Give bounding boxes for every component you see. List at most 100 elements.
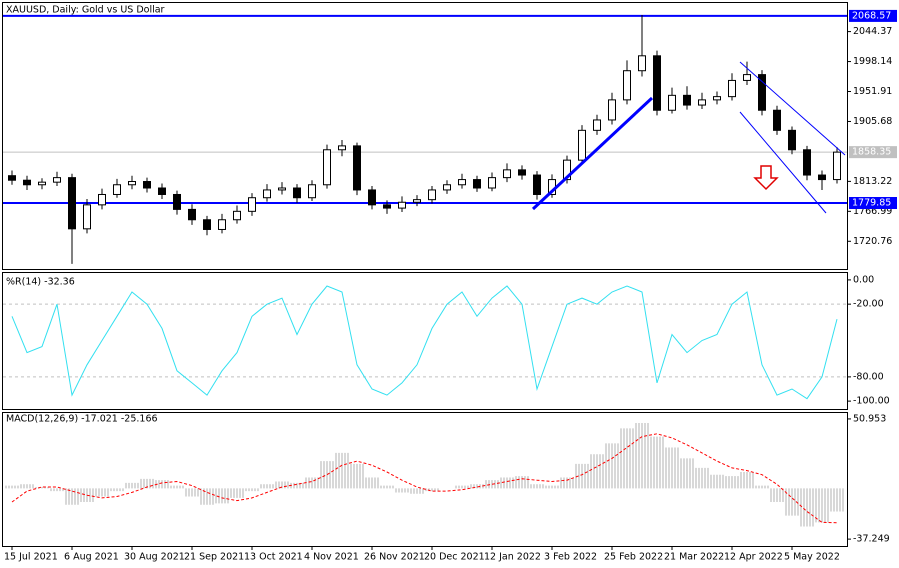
candle-body bbox=[413, 199, 421, 203]
x-tick-label: 21 Sep 2021 bbox=[184, 552, 244, 563]
candle-body bbox=[698, 99, 706, 106]
drawings bbox=[531, 61, 846, 214]
candle-body bbox=[578, 129, 586, 161]
x-tick-label: 4 Nov 2021 bbox=[304, 552, 359, 563]
channel-line bbox=[739, 111, 827, 214]
price-label: 2068.57 bbox=[852, 10, 891, 21]
chart-title: XAUUSD, Daily: Gold vs US Dollar bbox=[6, 5, 165, 16]
x-tick-label: 5 May 2022 bbox=[784, 552, 840, 563]
wr-title: %R(14) -32.36 bbox=[6, 277, 75, 288]
y-tick-label: 0.00 bbox=[853, 274, 874, 285]
candle-body bbox=[293, 187, 301, 199]
signal-line bbox=[11, 433, 838, 524]
x-tick-label: 30 Aug 2021 bbox=[124, 552, 185, 563]
candle-body bbox=[173, 193, 181, 210]
candle-body bbox=[8, 175, 16, 181]
x-tick-label: 3 Feb 2022 bbox=[544, 552, 597, 563]
candle-body bbox=[353, 145, 361, 191]
candle-body bbox=[773, 109, 781, 131]
candle-body bbox=[398, 201, 406, 209]
candle-body bbox=[323, 149, 331, 186]
y-tick-label: -20.00 bbox=[853, 299, 884, 310]
x-tick-label: 21 Mar 2022 bbox=[664, 552, 724, 563]
candle-body bbox=[203, 219, 211, 230]
candle-body bbox=[518, 169, 526, 176]
candle-body bbox=[653, 55, 661, 111]
candle-body bbox=[23, 179, 31, 186]
candle-body bbox=[563, 159, 571, 181]
candle-body bbox=[473, 179, 481, 189]
x-tick-label: 12 Jan 2022 bbox=[484, 552, 541, 563]
candle-body bbox=[713, 96, 721, 101]
macd-title: MACD(12,26,9) -17.021 -25.166 bbox=[6, 414, 158, 425]
candle-body bbox=[428, 189, 436, 201]
y-tick-label: 1905.68 bbox=[853, 116, 892, 127]
candle-body bbox=[593, 119, 601, 131]
candle-body bbox=[788, 129, 796, 151]
trend-line bbox=[531, 96, 654, 211]
candle-body bbox=[113, 184, 121, 195]
macd-panel bbox=[2, 412, 848, 547]
y-tick-label: 50.953 bbox=[853, 413, 886, 424]
wr-line bbox=[11, 285, 838, 400]
price-label: 1779.85 bbox=[852, 198, 891, 209]
price-label-box bbox=[849, 9, 897, 22]
candle-body bbox=[308, 184, 316, 199]
candle-body bbox=[818, 174, 826, 181]
y-tick-label: -37.249 bbox=[853, 534, 890, 545]
candle-body bbox=[443, 184, 451, 191]
candle-body bbox=[278, 187, 286, 191]
frames bbox=[2, 2, 848, 547]
y-tick-label: 1998.14 bbox=[853, 56, 892, 67]
x-tick-label: 15 Jul 2021 bbox=[4, 552, 58, 563]
candle-body bbox=[248, 197, 256, 212]
candle-body bbox=[488, 177, 496, 189]
candle-body bbox=[833, 151, 841, 181]
y-tick-label: 1766.99 bbox=[853, 206, 892, 217]
candle-body bbox=[728, 79, 736, 98]
y-tick-label: -80.00 bbox=[853, 371, 884, 382]
price-label-box bbox=[849, 146, 897, 159]
price-label-box bbox=[849, 197, 897, 210]
candle-body bbox=[143, 181, 151, 189]
candle-body bbox=[623, 70, 631, 101]
wr-panel bbox=[2, 272, 848, 410]
y-tick-label: 2044.37 bbox=[853, 26, 892, 37]
candle-body bbox=[218, 219, 226, 230]
candle-body bbox=[533, 174, 541, 195]
y-tick-label: 1951.91 bbox=[853, 86, 892, 97]
candle-body bbox=[668, 94, 676, 111]
plot: 2044.37 1998.14 1951.91 1905.68 1813.22 1766.… bbox=[3, 9, 897, 563]
candle-body bbox=[263, 189, 271, 199]
candle-body bbox=[638, 55, 646, 72]
candle-body bbox=[338, 145, 346, 151]
candle-body bbox=[128, 181, 136, 186]
candle-body bbox=[53, 177, 61, 183]
candle-body bbox=[158, 187, 166, 195]
x-tick-label: 26 Nov 2021 bbox=[364, 552, 425, 563]
candle-body bbox=[98, 193, 106, 206]
x-tick-label: 20 Dec 2021 bbox=[424, 552, 485, 563]
candle-body bbox=[608, 99, 616, 121]
y-tick-label: 1720.76 bbox=[853, 236, 892, 247]
candle-body bbox=[758, 74, 766, 111]
x-tick-label: 12 Apr 2022 bbox=[724, 552, 783, 563]
candle-body bbox=[368, 189, 376, 206]
candle-body bbox=[458, 179, 466, 186]
candle-body bbox=[743, 74, 751, 81]
channel-line bbox=[739, 61, 846, 156]
x-tick-label: 6 Aug 2021 bbox=[64, 552, 119, 563]
price-label: 1858.35 bbox=[852, 147, 891, 158]
x-tick-label: 13 Oct 2021 bbox=[244, 552, 303, 563]
y-tick-label: -100.00 bbox=[853, 396, 890, 407]
main-panel bbox=[2, 2, 848, 270]
candle-body bbox=[68, 177, 76, 230]
x-tick-label: 25 Feb 2022 bbox=[604, 552, 663, 563]
down-arrow bbox=[753, 165, 779, 191]
candle-body bbox=[383, 204, 391, 209]
candle-body bbox=[803, 149, 811, 176]
candle-body bbox=[83, 204, 91, 230]
